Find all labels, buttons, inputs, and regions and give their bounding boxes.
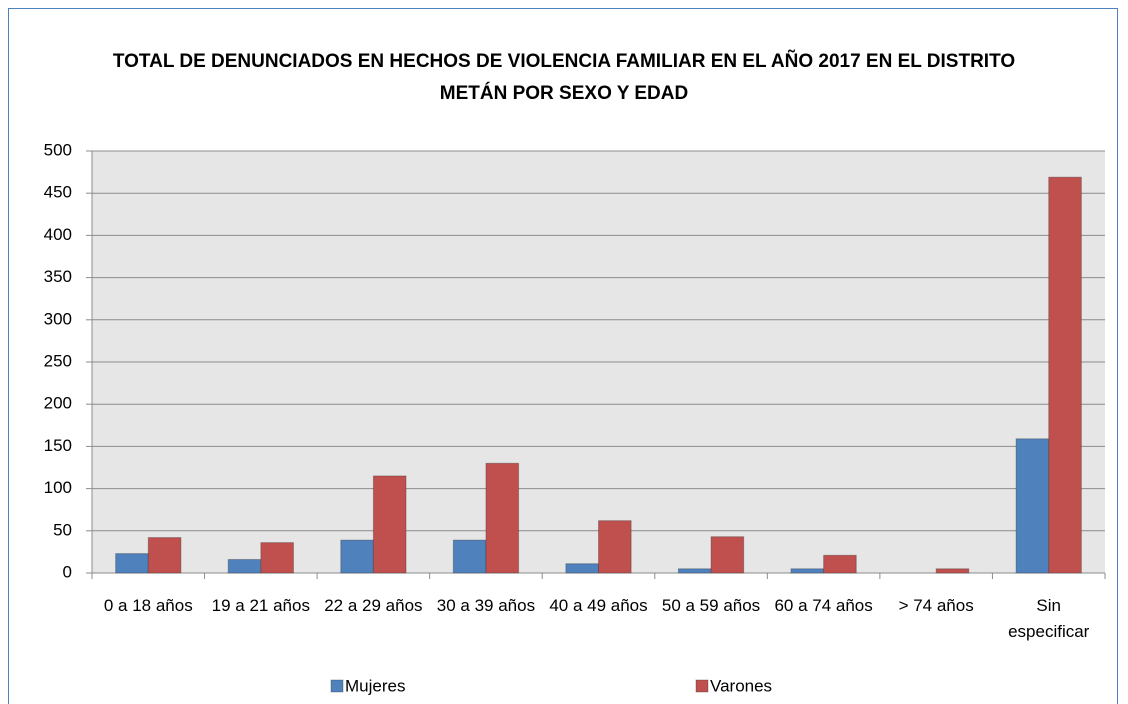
bar (340, 539, 374, 574)
y-tick-label: 100 (44, 478, 72, 497)
x-tick-label: 19 a 21 años (211, 596, 310, 615)
legend-label: Mujeres (345, 676, 405, 695)
bar (565, 563, 599, 574)
y-tick-label: 450 (44, 183, 72, 202)
y-tick-label: 350 (44, 267, 72, 286)
y-tick-label: 400 (44, 225, 72, 244)
y-tick-label: 50 (53, 520, 72, 539)
chart-frame (8, 8, 1118, 704)
x-tick-label: 50 a 59 años (661, 596, 761, 615)
x-tick-label: 30 a 39 años (436, 596, 536, 615)
y-tick-label: 150 (44, 436, 72, 455)
bar (677, 568, 712, 574)
bar (372, 475, 407, 574)
legend-swatch (695, 679, 709, 693)
y-tick-label: 250 (44, 351, 72, 370)
bar (452, 539, 487, 574)
bar (1015, 438, 1050, 574)
bar (147, 537, 182, 574)
bar (935, 568, 970, 574)
chart-title: TOTAL DE DENUNCIADOS EN HECHOS DE VIOLEN… (112, 51, 1016, 104)
bar (485, 462, 520, 574)
legend-swatch (330, 679, 344, 693)
x-tick-label: 40 a 49 años (549, 596, 648, 615)
bar (823, 554, 857, 574)
bar (1048, 176, 1082, 574)
bar (260, 542, 294, 574)
x-tick-label: Sin especificar (1008, 596, 1090, 641)
x-tick-label: 0 a 18 años (103, 596, 193, 615)
y-tick-label: 200 (44, 394, 72, 413)
y-tick-label: 300 (44, 309, 72, 328)
bar (227, 558, 262, 574)
y-tick-label: 500 (44, 140, 72, 159)
bar (115, 553, 149, 574)
legend-label: Varones (710, 676, 772, 695)
y-tick-label: 0 (63, 562, 72, 581)
x-tick-label: > 74 años (898, 596, 974, 615)
x-tick-label: 22 a 29 años (324, 596, 423, 615)
bar (790, 568, 825, 574)
bar (710, 536, 745, 574)
x-tick-label: 60 a 74 años (774, 596, 873, 615)
bar (598, 520, 632, 574)
